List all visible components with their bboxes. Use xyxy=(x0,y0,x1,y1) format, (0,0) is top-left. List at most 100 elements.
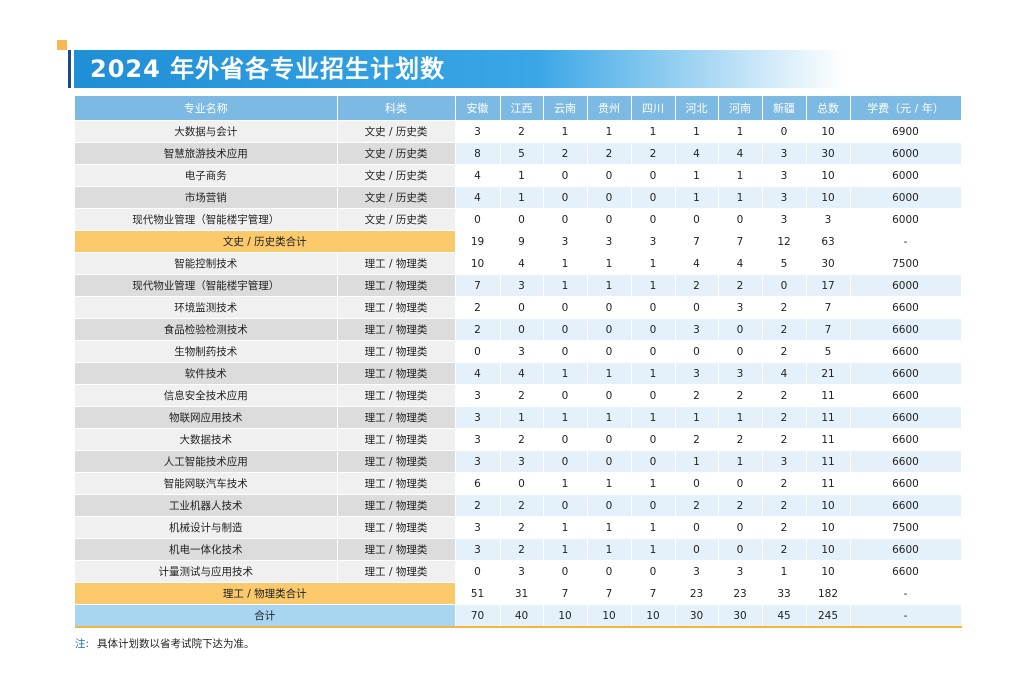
value-cell: 1 xyxy=(718,186,763,209)
value-cell: 1 xyxy=(500,164,544,187)
data-row: 大数据技术 理工 / 物理类 3 2 0 0 0 2 2 2 11 6600 xyxy=(75,428,962,451)
value-cell: 9 xyxy=(500,230,544,253)
value-cell: 10 xyxy=(543,604,588,628)
value-cell: 3 xyxy=(543,230,588,253)
value-cell: 2 xyxy=(500,516,544,539)
major-cell: 软件技术 xyxy=(75,362,338,385)
value-cell: 2 xyxy=(675,428,719,451)
value-cell: 0 xyxy=(631,208,676,231)
value-cell: 0 xyxy=(500,472,544,495)
value-cell: 1 xyxy=(631,120,676,143)
value-cell: 6000 xyxy=(850,274,962,297)
value-cell: 2 xyxy=(762,318,807,341)
value-cell: 30 xyxy=(806,142,851,165)
value-cell: - xyxy=(850,582,962,605)
value-cell: 11 xyxy=(806,406,851,429)
major-cell: 智能网联汽车技术 xyxy=(75,472,338,495)
major-cell: 智慧旅游技术应用 xyxy=(75,142,338,165)
value-cell: 30 xyxy=(806,252,851,275)
value-cell: 0 xyxy=(631,560,676,583)
value-cell: 3 xyxy=(500,340,544,363)
value-cell: 0 xyxy=(631,164,676,187)
value-cell: 6600 xyxy=(850,450,962,473)
value-cell: 3 xyxy=(718,296,763,319)
header-cell: 安徽 xyxy=(455,96,501,121)
value-cell: 51 xyxy=(455,582,501,605)
data-row: 智能控制技术 理工 / 物理类 10 4 1 1 1 4 4 5 30 7500 xyxy=(75,252,962,275)
value-cell: 1 xyxy=(762,560,807,583)
category-cell: 理工 / 物理类 xyxy=(337,560,456,583)
header-cell: 新疆 xyxy=(762,96,807,121)
decor-line xyxy=(68,50,71,88)
value-cell: 1 xyxy=(543,362,588,385)
value-cell: 1 xyxy=(631,362,676,385)
data-row: 环境监测技术 理工 / 物理类 2 0 0 0 0 0 3 2 7 6600 xyxy=(75,296,962,319)
value-cell: 0 xyxy=(675,516,719,539)
value-cell: 0 xyxy=(543,428,588,451)
value-cell: 2 xyxy=(587,142,632,165)
note: 注: 具体计划数以省考试院下达为准。 xyxy=(75,636,255,651)
value-cell: 1 xyxy=(631,472,676,495)
category-cell: 理工 / 物理类 xyxy=(337,252,456,275)
summary-row: 理工 / 物理类合计 51 31 7 7 7 23 23 33 182- xyxy=(75,582,962,605)
value-cell: 1 xyxy=(631,538,676,561)
value-cell: 7 xyxy=(806,296,851,319)
value-cell: 40 xyxy=(500,604,544,628)
value-cell: 3 xyxy=(675,318,719,341)
header-cell: 河北 xyxy=(675,96,719,121)
category-cell: 文史 / 历史类 xyxy=(337,208,456,231)
major-cell: 机械设计与制造 xyxy=(75,516,338,539)
value-cell: 2 xyxy=(762,472,807,495)
value-cell: 10 xyxy=(806,120,851,143)
value-cell: 2 xyxy=(718,274,763,297)
value-cell: 0 xyxy=(543,186,588,209)
value-cell: 11 xyxy=(806,428,851,451)
value-cell: 1 xyxy=(675,406,719,429)
value-cell: 2 xyxy=(762,428,807,451)
value-cell: 7 xyxy=(675,230,719,253)
value-cell: 0 xyxy=(718,318,763,341)
data-row: 智能网联汽车技术 理工 / 物理类 6 0 1 1 1 0 0 2 11 6600 xyxy=(75,472,962,495)
value-cell: 0 xyxy=(631,318,676,341)
value-cell: 1 xyxy=(587,362,632,385)
value-cell: 1 xyxy=(543,274,588,297)
value-cell: 7 xyxy=(718,230,763,253)
value-cell: 23 xyxy=(675,582,719,605)
header-cell: 河南 xyxy=(718,96,763,121)
value-cell: 3 xyxy=(762,450,807,473)
value-cell: 0 xyxy=(762,120,807,143)
category-cell: 理工 / 物理类 xyxy=(337,450,456,473)
value-cell: 0 xyxy=(587,296,632,319)
value-cell: 4 xyxy=(455,164,501,187)
major-cell: 现代物业管理（智能楼宇管理） xyxy=(75,274,338,297)
value-cell: 1 xyxy=(587,274,632,297)
value-cell: 2 xyxy=(762,516,807,539)
value-cell: 10 xyxy=(587,604,632,628)
value-cell: 0 xyxy=(631,494,676,517)
value-cell: 7 xyxy=(455,274,501,297)
value-cell: 0 xyxy=(455,208,501,231)
data-row: 大数据与会计 文史 / 历史类 3 2 1 1 1 1 1 0 10 6900 xyxy=(75,120,962,143)
value-cell: 4 xyxy=(455,186,501,209)
value-cell: 1 xyxy=(587,538,632,561)
value-cell: 11 xyxy=(806,384,851,407)
data-row: 机电一体化技术 理工 / 物理类 3 2 1 1 1 0 0 2 10 6600 xyxy=(75,538,962,561)
major-cell: 现代物业管理（智能楼宇管理） xyxy=(75,208,338,231)
value-cell: 4 xyxy=(500,252,544,275)
value-cell: 1 xyxy=(718,450,763,473)
category-cell: 理工 / 物理类 xyxy=(337,296,456,319)
major-cell: 信息安全技术应用 xyxy=(75,384,338,407)
value-cell: 11 xyxy=(806,450,851,473)
value-cell: 4 xyxy=(762,362,807,385)
value-cell: 0 xyxy=(718,208,763,231)
major-cell: 生物制药技术 xyxy=(75,340,338,363)
summary-row: 文史 / 历史类合计 19 9 3 3 3 7 7 12 63- xyxy=(75,230,962,253)
major-cell: 智能控制技术 xyxy=(75,252,338,275)
value-cell: 0 xyxy=(543,384,588,407)
value-cell: 31 xyxy=(500,582,544,605)
value-cell: 0 xyxy=(587,340,632,363)
major-cell: 人工智能技术应用 xyxy=(75,450,338,473)
value-cell: 2 xyxy=(762,406,807,429)
value-cell: 6000 xyxy=(850,186,962,209)
